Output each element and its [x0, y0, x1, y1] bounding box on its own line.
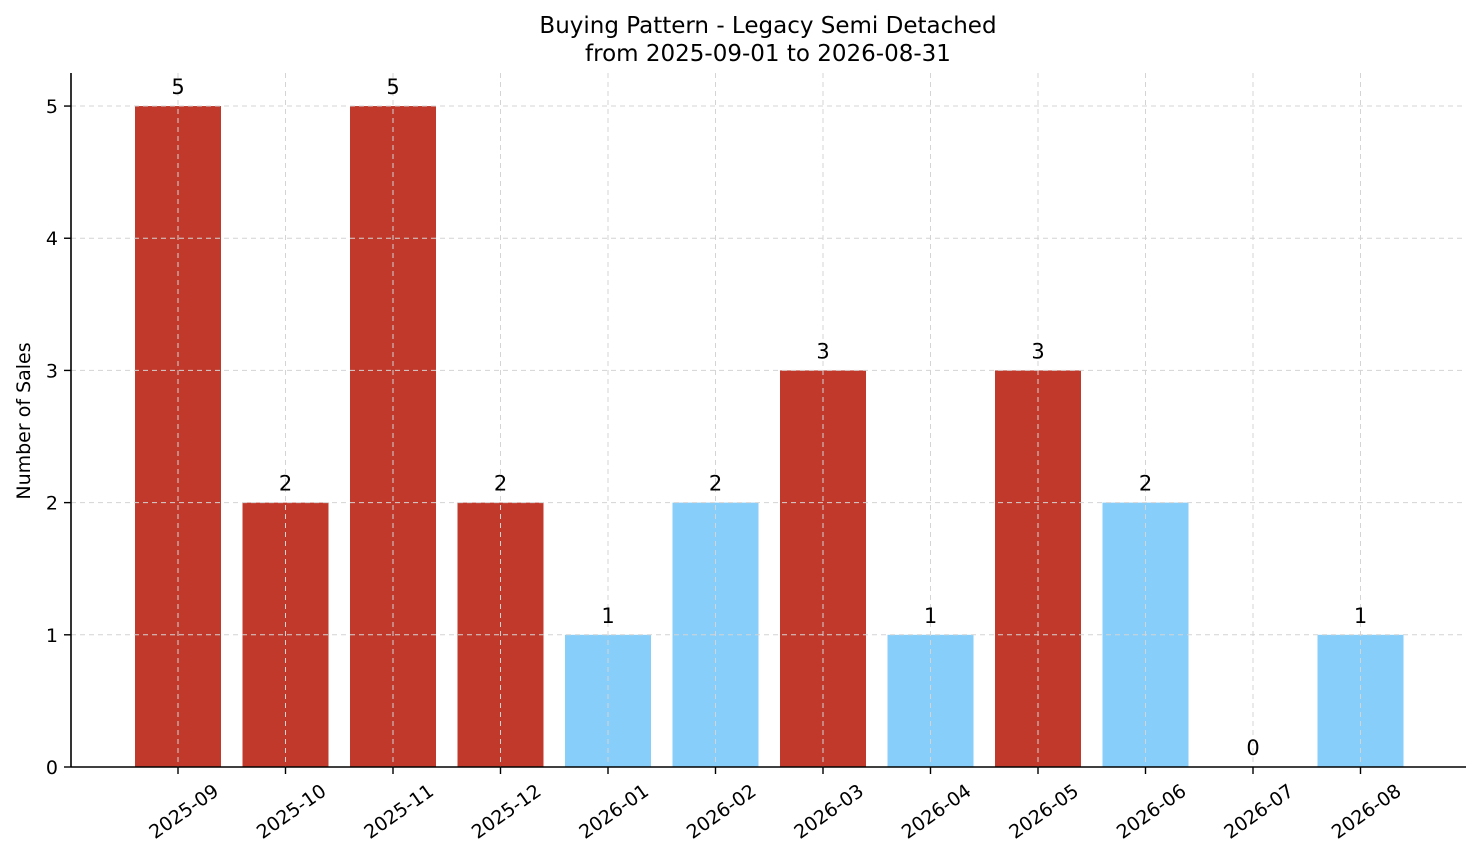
y-tick-label-5: 5	[46, 96, 58, 118]
bar-2026-08	[1317, 634, 1404, 767]
x-tick-label-2026-01: 2026-01	[575, 780, 653, 844]
x-tick-label-2026-06: 2026-06	[1113, 780, 1191, 844]
data-label-2026-06: 2	[1139, 472, 1152, 496]
data-label-2026-07: 0	[1246, 736, 1259, 760]
x-tick-label-2025-10: 2025-10	[253, 780, 331, 844]
data-label-2025-10: 2	[279, 472, 292, 496]
bar-2026-01	[565, 634, 651, 767]
y-tick-label-1: 1	[46, 625, 58, 647]
y-tick-label-4: 4	[46, 228, 58, 250]
y-axis-label: Number of Sales	[13, 342, 35, 499]
data-label-2026-05: 3	[1031, 339, 1044, 363]
y-tick-label-2: 2	[46, 493, 58, 515]
data-label-2026-03: 3	[816, 339, 829, 363]
y-tick-label-0: 0	[46, 757, 58, 779]
x-tick-label-2026-02: 2026-02	[683, 780, 761, 844]
data-label-2026-08: 1	[1354, 604, 1367, 628]
x-tick-label-2026-08: 2026-08	[1328, 780, 1406, 844]
chart-title: Buying Pattern - Legacy Semi Detached	[539, 13, 996, 39]
data-label-2026-04: 1	[924, 604, 937, 628]
data-label-2025-09: 5	[171, 75, 184, 99]
x-tick-label-2026-04: 2026-04	[898, 780, 976, 844]
bars	[135, 106, 1404, 768]
data-label-2026-02: 2	[709, 472, 722, 496]
x-tick-label-2025-11: 2025-11	[360, 780, 438, 844]
data-label-2026-01: 1	[601, 604, 614, 628]
bar-2026-04	[887, 634, 974, 767]
y-tick-label-3: 3	[46, 360, 58, 382]
data-label-2025-12: 2	[494, 472, 507, 496]
data-labels: 5 2 5 2 1 2 3 1 3 2 0 1	[171, 75, 1367, 760]
x-tick-label-2025-09: 2025-09	[145, 780, 223, 844]
x-tick-label-2026-05: 2026-05	[1005, 780, 1083, 844]
x-tick-label-2026-07: 2026-07	[1220, 780, 1298, 844]
chart-subtitle: from 2025-09-01 to 2026-08-31	[585, 41, 951, 67]
x-tick-label-2026-03: 2026-03	[790, 780, 868, 844]
x-tick-label-2025-12: 2025-12	[468, 780, 546, 844]
data-label-2025-11: 5	[386, 75, 399, 99]
